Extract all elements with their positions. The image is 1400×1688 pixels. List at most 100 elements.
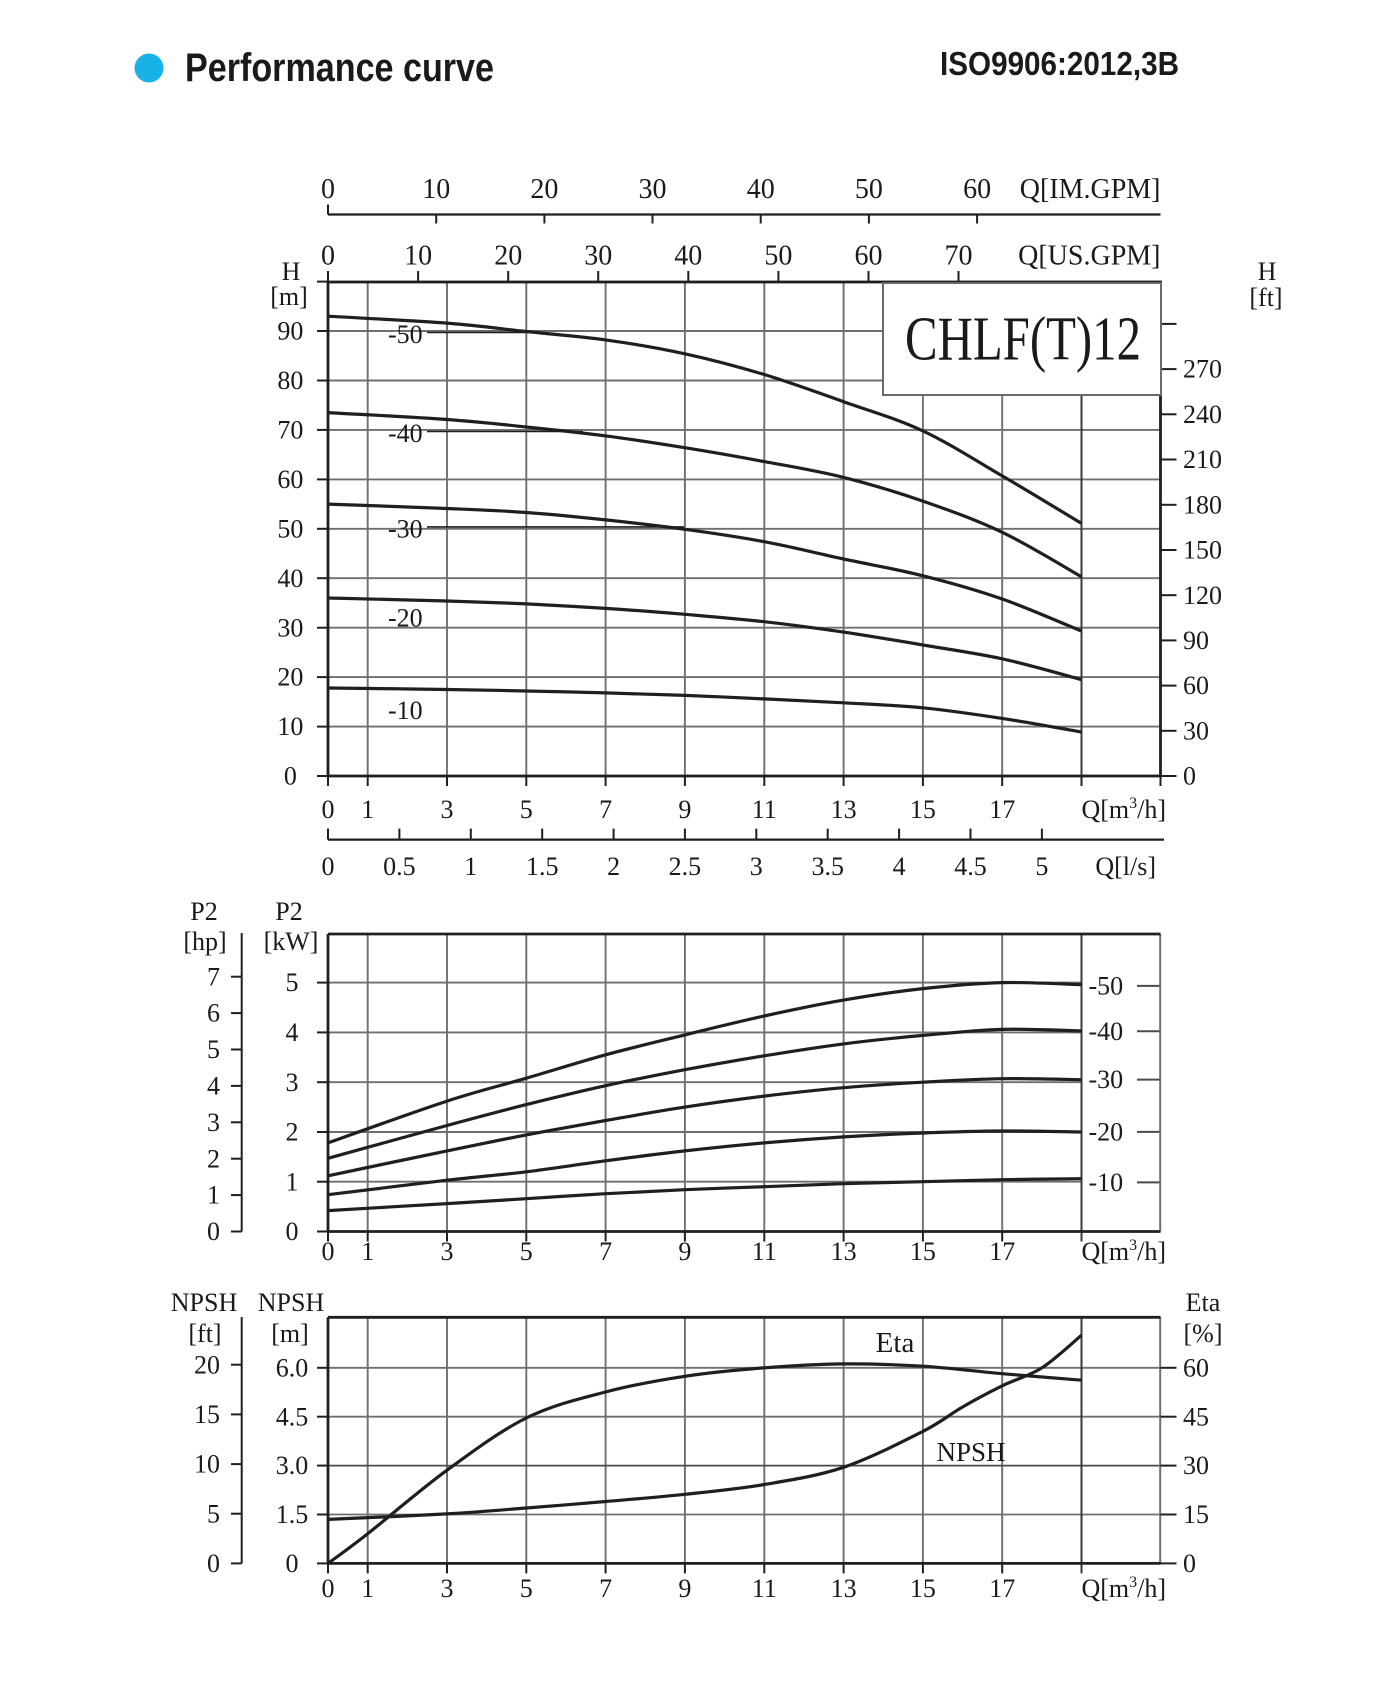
svg-text:Eta: Eta — [876, 1327, 915, 1359]
svg-text:17: 17 — [989, 1237, 1015, 1266]
svg-text:10: 10 — [422, 174, 450, 205]
svg-text:9: 9 — [678, 795, 691, 824]
svg-text:120: 120 — [1183, 581, 1222, 610]
svg-text:Q[m3/h]: Q[m3/h] — [1081, 1574, 1166, 1603]
svg-text:[hp]: [hp] — [183, 927, 226, 956]
svg-text:150: 150 — [1183, 536, 1222, 565]
svg-text:0: 0 — [321, 174, 335, 205]
svg-text:15: 15 — [1183, 1500, 1209, 1529]
svg-text:P2: P2 — [275, 897, 302, 926]
svg-text:0: 0 — [322, 1574, 335, 1603]
svg-text:7: 7 — [207, 962, 220, 991]
svg-text:15: 15 — [194, 1400, 220, 1429]
svg-text:80: 80 — [277, 366, 303, 395]
svg-text:1: 1 — [207, 1181, 220, 1210]
svg-text:3: 3 — [207, 1108, 220, 1137]
svg-text:1: 1 — [464, 852, 477, 881]
svg-text:Performance curve: Performance curve — [185, 46, 494, 90]
svg-text:20: 20 — [277, 663, 303, 692]
svg-text:2: 2 — [607, 852, 620, 881]
svg-text:45: 45 — [1183, 1402, 1209, 1431]
svg-text:H: H — [1258, 257, 1277, 286]
svg-text:-40: -40 — [1089, 1017, 1124, 1046]
svg-text:Q[IM.GPM]: Q[IM.GPM] — [1020, 174, 1161, 205]
svg-text:0: 0 — [1183, 762, 1196, 791]
svg-text:40: 40 — [747, 174, 775, 205]
svg-text:-30: -30 — [388, 515, 423, 544]
svg-text:ISO9906:2012,3B: ISO9906:2012,3B — [940, 45, 1179, 82]
svg-text:7: 7 — [599, 795, 612, 824]
svg-text:1.5: 1.5 — [276, 1500, 309, 1529]
svg-text:Eta: Eta — [1186, 1288, 1221, 1317]
svg-text:-50: -50 — [388, 320, 423, 349]
svg-text:4: 4 — [207, 1072, 220, 1101]
svg-text:[%]: [%] — [1184, 1319, 1223, 1348]
svg-text:3.5: 3.5 — [811, 852, 844, 881]
svg-text:CHLF(T)12: CHLF(T)12 — [905, 306, 1141, 374]
svg-text:13: 13 — [831, 795, 857, 824]
svg-text:6.0: 6.0 — [276, 1353, 309, 1382]
svg-text:50: 50 — [855, 174, 883, 205]
svg-text:0: 0 — [321, 241, 335, 272]
svg-text:-10: -10 — [1089, 1168, 1124, 1197]
svg-text:3: 3 — [750, 852, 763, 881]
svg-text:60: 60 — [855, 241, 883, 272]
svg-text:210: 210 — [1183, 445, 1222, 474]
svg-text:11: 11 — [752, 1574, 777, 1603]
svg-text:0: 0 — [1183, 1549, 1196, 1578]
svg-text:7: 7 — [599, 1574, 612, 1603]
svg-text:Q[m3/h]: Q[m3/h] — [1081, 795, 1166, 824]
svg-text:1: 1 — [361, 795, 374, 824]
svg-text:30: 30 — [1183, 1451, 1209, 1480]
svg-text:40: 40 — [277, 564, 303, 593]
svg-text:4.5: 4.5 — [954, 852, 987, 881]
svg-text:60: 60 — [1183, 1353, 1209, 1382]
svg-text:15: 15 — [910, 1237, 936, 1266]
svg-text:5: 5 — [286, 968, 299, 997]
svg-text:3: 3 — [441, 795, 454, 824]
svg-text:P2: P2 — [190, 897, 217, 926]
svg-text:3: 3 — [441, 1237, 454, 1266]
svg-text:7: 7 — [599, 1237, 612, 1266]
svg-text:50: 50 — [277, 514, 303, 543]
svg-text:1: 1 — [286, 1167, 299, 1196]
svg-text:90: 90 — [1183, 626, 1209, 655]
svg-text:0: 0 — [322, 795, 335, 824]
svg-text:-30: -30 — [1089, 1065, 1124, 1094]
svg-text:50: 50 — [764, 241, 792, 272]
svg-text:15: 15 — [910, 1574, 936, 1603]
svg-text:70: 70 — [945, 241, 973, 272]
svg-text:180: 180 — [1183, 490, 1222, 519]
svg-text:17: 17 — [989, 795, 1015, 824]
svg-text:11: 11 — [752, 1237, 777, 1266]
svg-text:2.5: 2.5 — [669, 852, 702, 881]
svg-text:[ft]: [ft] — [188, 1319, 221, 1348]
svg-text:5: 5 — [520, 1574, 533, 1603]
svg-text:5: 5 — [1035, 852, 1048, 881]
svg-text:6: 6 — [207, 999, 220, 1028]
svg-text:-50: -50 — [1089, 972, 1124, 1001]
svg-text:10: 10 — [277, 712, 303, 741]
svg-text:NPSH: NPSH — [936, 1437, 1005, 1467]
svg-text:70: 70 — [277, 416, 303, 445]
svg-text:11: 11 — [752, 795, 777, 824]
svg-text:0: 0 — [286, 1549, 299, 1578]
svg-text:Q[m3/h]: Q[m3/h] — [1081, 1237, 1166, 1266]
svg-text:0: 0 — [207, 1549, 220, 1578]
svg-text:5: 5 — [207, 1035, 220, 1064]
svg-text:13: 13 — [831, 1237, 857, 1266]
svg-text:270: 270 — [1183, 355, 1222, 384]
svg-text:1: 1 — [361, 1237, 374, 1266]
svg-text:30: 30 — [584, 241, 612, 272]
svg-text:4: 4 — [286, 1018, 299, 1047]
svg-text:10: 10 — [404, 241, 432, 272]
svg-text:9: 9 — [678, 1237, 691, 1266]
svg-text:13: 13 — [831, 1574, 857, 1603]
svg-text:60: 60 — [963, 174, 991, 205]
svg-text:NPSH: NPSH — [171, 1288, 238, 1317]
svg-text:[m]: [m] — [271, 1319, 309, 1348]
svg-text:2: 2 — [286, 1118, 299, 1147]
svg-text:90: 90 — [277, 317, 303, 346]
svg-text:3: 3 — [441, 1574, 454, 1603]
svg-text:[kW]: [kW] — [264, 927, 319, 956]
